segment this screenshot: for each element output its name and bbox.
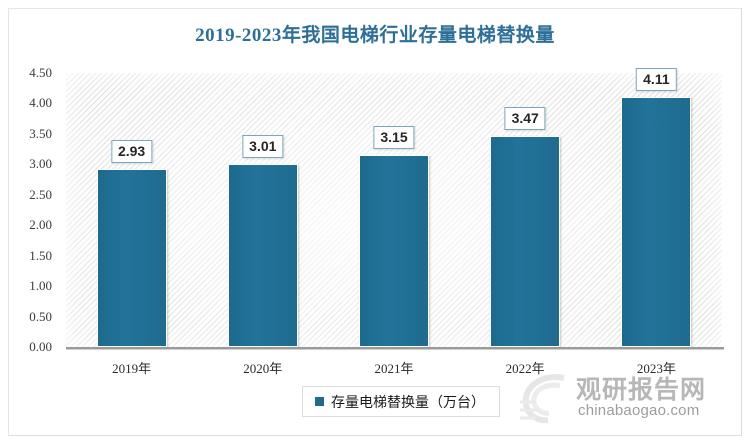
y-axis-tick-label: 4.50 — [29, 65, 52, 80]
bar-2021年 — [359, 155, 429, 347]
x-axis-tick-label: 2021年 — [374, 361, 414, 376]
bar-2023年 — [621, 96, 692, 347]
legend-marker-icon — [315, 397, 324, 406]
y-axis-tick-label: 1.50 — [29, 247, 52, 263]
y-axis-tick-label: 0.00 — [29, 339, 52, 354]
y-axis-tick-label: 3.00 — [29, 156, 52, 172]
plot-area — [66, 73, 722, 347]
y-axis-tick-label: 3.50 — [29, 125, 52, 141]
bar-value-label: 3.15 — [373, 126, 415, 150]
x-axis-line — [66, 347, 724, 349]
y-axis-tick-label: 1.00 — [29, 278, 52, 294]
y-axis-tick-label: 2.00 — [29, 217, 52, 233]
bar-value-label: 3.01 — [242, 134, 284, 158]
x-axis-tick-label: 2020年 — [243, 361, 283, 376]
bar-value-label: 2.93 — [110, 139, 153, 163]
chart-title: 2019-2023年我国电梯行业存量电梯替换量 — [195, 25, 555, 46]
y-axis-labels: 4.50 4.00 3.50 3.00 2.50 2.00 1.50 1.00 0.50 0.00 — [0, 0, 60, 448]
y-axis-tick-label: 0.50 — [29, 308, 52, 324]
legend-item-label: 存量电梯替换量（万台） — [331, 395, 485, 411]
bar-2022年 — [490, 135, 561, 347]
y-axis-tick-label: 4.00 — [29, 95, 52, 111]
x-axis-tick-label: 2019年 — [112, 361, 152, 376]
x-axis-tick-label: 2023年 — [636, 361, 676, 376]
bar-2019年 — [96, 168, 167, 347]
bar-value-label: 3.47 — [504, 106, 546, 130]
bar-2020年 — [227, 163, 298, 347]
chart-legend[interactable]: 存量电梯替换量（万台） — [302, 386, 500, 417]
y-axis-tick-label: 2.50 — [29, 186, 52, 202]
x-axis-tick-label: 2022年 — [505, 361, 545, 376]
bar-value-label: 4.11 — [636, 67, 677, 91]
